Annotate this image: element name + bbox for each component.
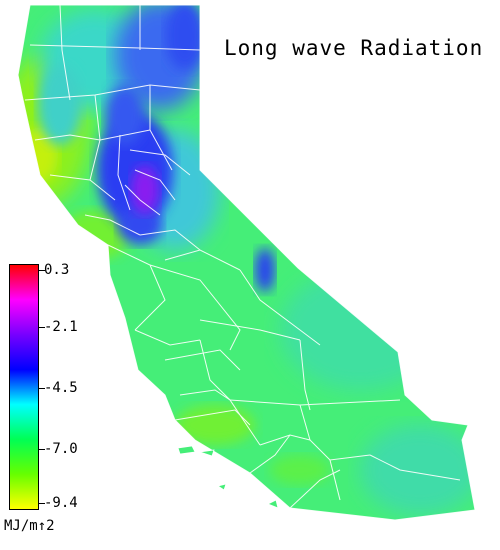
south-desert-cyan: [360, 425, 475, 515]
colorbar-tick-5: [39, 503, 45, 504]
colorbar-tick-3: [39, 388, 45, 389]
colorbar-label-max: 0.3: [44, 262, 70, 278]
colorbar-label-4: -7.0: [44, 441, 78, 457]
upper-valley-blue: [105, 85, 145, 145]
la-coast-lime: [270, 455, 330, 485]
sierra-blue-patches: [255, 248, 275, 292]
delta-blue: [118, 205, 162, 245]
colorbar-label-2: -2.1: [44, 319, 78, 335]
map-title: Long wave Radiation: [224, 36, 484, 60]
colorbar-tick-2: [39, 327, 45, 328]
colorbar-unit: MJ/m↑2: [4, 518, 55, 534]
colorbar-tick-4: [39, 449, 45, 450]
colorbar: [9, 264, 39, 510]
east-desert-cyan: [280, 270, 440, 390]
coast-range-cyan: [38, 65, 82, 145]
colorbar-tick-1: [39, 270, 45, 271]
channel-islands: [177, 445, 279, 509]
colorbar-label-min: -9.4: [44, 495, 78, 511]
south-coast-lime: [175, 405, 255, 445]
county-boundaries: [17, 4, 476, 521]
valley-purple: [131, 166, 159, 214]
colorbar-label-3: -4.5: [44, 380, 78, 396]
modoc-blue: [165, 5, 205, 70]
